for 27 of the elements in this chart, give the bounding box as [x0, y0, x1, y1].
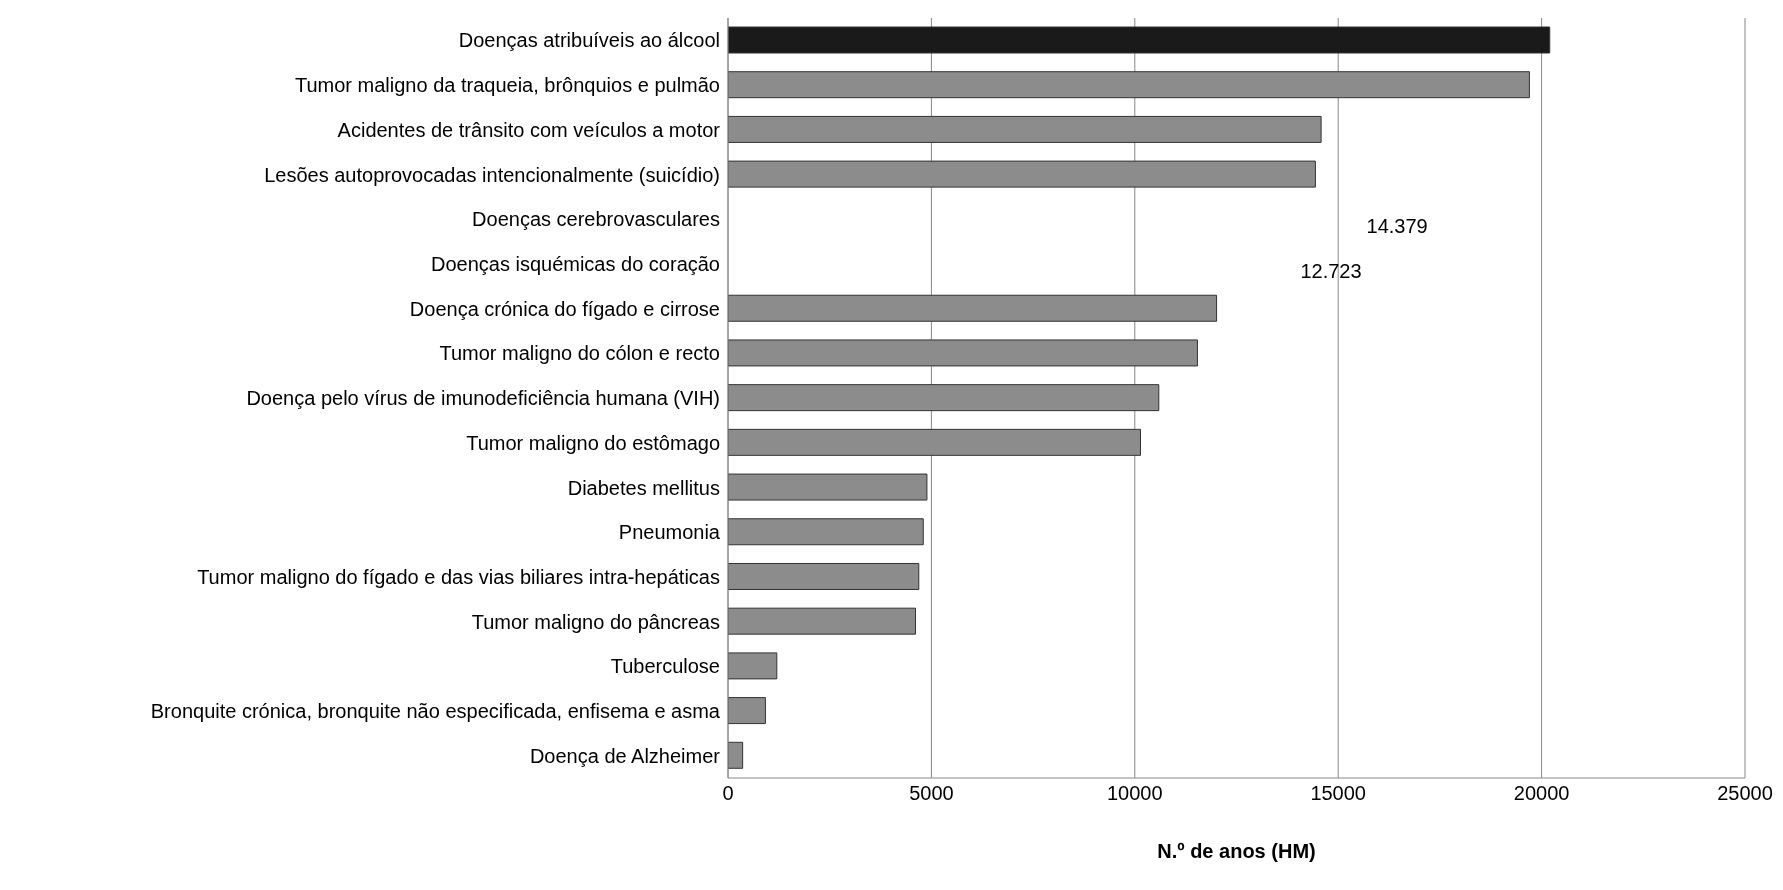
y-tick-label: Doença de Alzheimer [529, 744, 721, 767]
y-tick-label: Tumor maligno da traqueia, brônquios e pulmão [294, 74, 720, 97]
x-tick-label: 0 [722, 782, 734, 805]
x-tick-label: 5000 [909, 782, 954, 805]
annotation: 14.379 [1366, 215, 1428, 239]
y-tick-label: Doenças isquémicas do coração [430, 252, 720, 275]
x-tick-label: 10000 [1106, 782, 1163, 805]
y-tick-label: Acidentes de trânsito com veículos a motor [337, 118, 721, 141]
y-tick-label: Tumor maligno do pâncreas [471, 610, 720, 633]
x-tick-label: 20000 [1513, 782, 1570, 805]
y-tick-label: Diabetes mellitus [567, 476, 720, 499]
y-tick-label: Doença crónica do fígado e cirrose [409, 297, 720, 320]
y-tick-label: Tumor maligno do estômago [466, 431, 720, 454]
y-tick-label: Tumor maligno do fígado e das vias biliares intra-hepáticas [197, 565, 720, 588]
x-tick-label: 25000 [1717, 782, 1773, 805]
y-tick-label: Tuberculose [610, 655, 720, 678]
y-tick-label: Lesões autoprovocadas intencionalmente (suicídio) [264, 163, 720, 186]
bar [728, 26, 1551, 54]
y-tick-label: Doenças cerebrovasculares [472, 208, 720, 231]
y-tick-label: Doença pelo vírus de imunodeficiência humana (VIH) [246, 387, 720, 410]
y-tick-label: Doenças atribuíveis ao álcool [458, 29, 720, 52]
x-tick-label: 15000 [1310, 782, 1367, 805]
y-tick-label: Tumor maligno do cólon e recto [439, 342, 720, 365]
x-axis-title: N.º de anos (HM) [1157, 840, 1316, 862]
annotation: 12.723 [1300, 259, 1362, 283]
y-tick-label: Pneumonia [618, 521, 721, 544]
y-tick-label: Bronquite crónica, bronquite não especificada, enfisema e asma [150, 700, 721, 723]
